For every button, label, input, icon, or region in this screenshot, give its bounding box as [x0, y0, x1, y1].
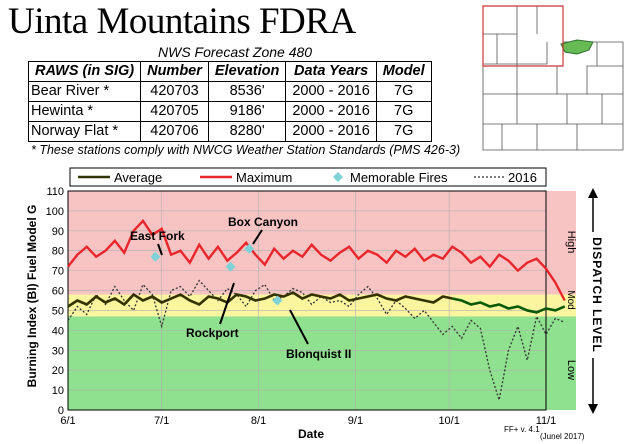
- legend-memorable-marker: [333, 172, 343, 182]
- y-tick-label: 110: [46, 186, 64, 198]
- y-tick-label: 40: [52, 325, 64, 337]
- station-number: 420703: [140, 81, 209, 102]
- zone-border: [482, 5, 564, 67]
- utah-location-map: [482, 5, 624, 151]
- x-tick-label: 9/1: [348, 415, 363, 427]
- table-row: Bear River * 420703 8536' 2000 - 2016 7G: [27, 81, 432, 102]
- legend-memorable-label: Memorable Fires: [350, 170, 448, 185]
- y-tick-label: 30: [52, 345, 64, 357]
- dispatch-level-annotation: DISPATCH LEVEL: [586, 188, 604, 414]
- band-label-high: High: [565, 231, 577, 254]
- legend: Average Maximum Memorable Fires 2016: [78, 170, 537, 185]
- fire-annotations: East Fork Box Canyon Rockport Blonquist …: [130, 215, 351, 361]
- station-model: 7G: [375, 121, 432, 142]
- station-name: Hewinta *: [27, 101, 142, 122]
- series-average-line: [67, 291, 453, 308]
- y-tick-label: 80: [52, 246, 64, 258]
- legend-2016-label: 2016: [508, 170, 537, 185]
- col-header-elevation: Elevation: [207, 61, 287, 82]
- y-tick-labels: 0 10 20 30 40 50 60 70 80 90 100 110: [46, 186, 64, 417]
- y-tick-label: 90: [52, 226, 64, 238]
- standards-note: * These stations comply with NWCG Weathe…: [31, 143, 461, 157]
- series-2016-line: [67, 279, 565, 401]
- station-data-years: 2000 - 2016: [285, 81, 377, 102]
- fire-arrow-box-canyon: [252, 229, 263, 245]
- y-tick-label: 50: [52, 305, 64, 317]
- band-label-low: Low: [565, 360, 577, 380]
- station-elevation: 8280': [207, 121, 287, 142]
- burning-index-chart: 0 10 20 30 40 50 60 70 80 90 100 110 6/1 7/1 8/1 9/1 10…: [25, 167, 604, 441]
- memorable-fires-markers: [150, 243, 283, 306]
- raws-table: RAWS (in SIG) Number Elevation Data Year…: [27, 61, 432, 142]
- y-tick-label: 20: [52, 365, 64, 377]
- station-number: 420706: [140, 121, 209, 142]
- legend-box: [69, 167, 547, 187]
- footer-version: FF+ v. 4.1: [504, 425, 540, 434]
- x-axis-label: Date: [298, 427, 324, 441]
- x-tick-label: 6/1: [60, 415, 75, 427]
- fire-arrow-east-fork: [157, 243, 163, 256]
- fire-label-blonquist: Blonquist II: [286, 347, 351, 361]
- utah-state-outline: [482, 5, 624, 151]
- station-model: 7G: [375, 101, 432, 122]
- band-high: [68, 191, 576, 295]
- station-name: Bear River *: [27, 81, 142, 102]
- plot-frame: [67, 190, 547, 411]
- table-row: Hewinta * 420705 9186' 2000 - 2016 7G: [27, 101, 432, 122]
- y-tick-label: 10: [52, 385, 64, 397]
- dispatch-arrow-top-head: [588, 188, 598, 198]
- band-low: [68, 316, 576, 410]
- station-model: 7G: [375, 81, 432, 102]
- x-tick-label: 7/1: [154, 415, 169, 427]
- station-elevation: 8536': [207, 81, 287, 102]
- fdra-highlight-region: [560, 39, 594, 55]
- station-number: 420705: [140, 101, 209, 122]
- dispatch-level-label: DISPATCH LEVEL: [590, 237, 604, 353]
- fire-arrow-blonquist: [289, 309, 309, 345]
- series-average-low-line: [452, 297, 566, 314]
- fire-arrow-rockport: [219, 282, 235, 325]
- table-header-row: RAWS (in SIG) Number Elevation Data Year…: [27, 61, 432, 82]
- col-header-raws: RAWS (in SIG): [27, 61, 142, 82]
- memorable-fire-marker: [244, 243, 255, 254]
- x-tick-label: 8/1: [251, 415, 266, 427]
- memorable-fire-marker: [272, 295, 283, 306]
- legend-average-label: Average: [114, 170, 162, 185]
- legend-maximum-label: Maximum: [236, 170, 292, 185]
- dispatch-arrow-bottom-head: [588, 404, 598, 414]
- fire-label-box-canyon: Box Canyon: [228, 215, 298, 229]
- station-data-years: 2000 - 2016: [285, 101, 377, 122]
- y-tick-label: 0: [58, 405, 64, 417]
- fire-label-east-fork: East Fork: [130, 229, 185, 243]
- y-tick-label: 60: [52, 286, 64, 298]
- memorable-fire-marker: [225, 261, 236, 272]
- y-axis-label: Burning Index (BI) Fuel Model G: [25, 205, 39, 388]
- page-title: Uinta Mountains FDRA: [8, 1, 356, 42]
- x-tick-labels: 6/1 7/1 8/1 9/1 10/1 11/1: [60, 415, 556, 427]
- fire-label-rockport: Rockport: [186, 326, 239, 340]
- y-tick-label: 100: [46, 206, 64, 218]
- x-tick-label: 11/1: [536, 415, 557, 427]
- col-header-data-years: Data Years: [285, 61, 377, 82]
- band-label-mod: Mod: [565, 290, 576, 309]
- memorable-fire-marker: [150, 251, 161, 262]
- station-data-years: 2000 - 2016: [285, 121, 377, 142]
- series-maximum-line: [67, 218, 566, 302]
- station-elevation: 9186': [207, 101, 287, 122]
- table-row: Norway Flat * 420706 8280' 2000 - 2016 7…: [27, 121, 432, 142]
- station-name: Norway Flat *: [27, 121, 142, 142]
- col-header-number: Number: [140, 61, 209, 82]
- x-tick-label: 10/1: [438, 415, 459, 427]
- y-tick-label: 70: [52, 266, 64, 278]
- footer-date: (Junel 2017): [540, 432, 585, 441]
- col-header-model: Model: [375, 61, 432, 82]
- forecast-zone-subtitle: NWS Forecast Zone 480: [158, 44, 313, 60]
